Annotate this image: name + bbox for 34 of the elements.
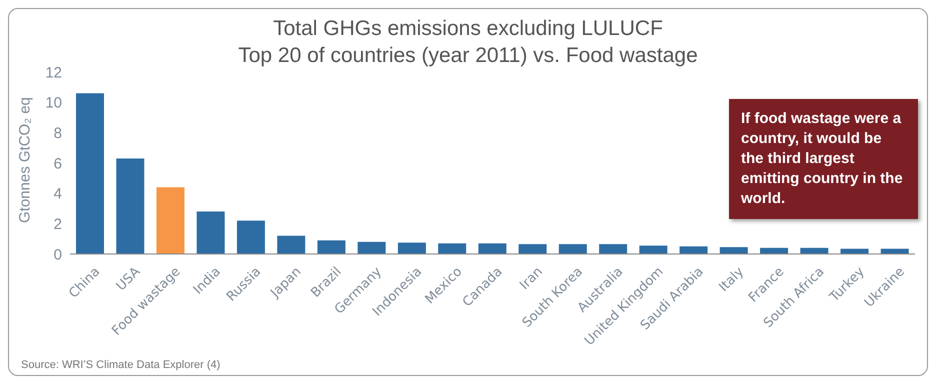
x-tick-label: Iran [517, 264, 546, 294]
chart-subtitle: Top 20 of countries (year 2011) vs. Food wastage [238, 44, 698, 67]
bar [317, 240, 346, 254]
bar [800, 248, 828, 254]
bar [518, 244, 547, 254]
bar [639, 246, 668, 254]
annotation: If food wastage were a country, it would be the third largest emitting country in the world. [741, 110, 903, 207]
y-tick-label: 6 [54, 155, 62, 172]
source-note: Source: WRI’S Climate Data Explorer (4) [21, 359, 220, 371]
bar [236, 220, 265, 254]
bar [478, 243, 506, 254]
y-tick-label: 4 [54, 186, 62, 203]
y-tick-label: 8 [54, 124, 62, 142]
bar [156, 187, 184, 254]
chart-title: Total GHGs emissions excluding LULUCF [272, 16, 664, 42]
bar [720, 247, 748, 254]
y-tick-label: 2 [54, 216, 62, 233]
y-tick-label: 10 [45, 94, 62, 112]
bar [680, 246, 708, 254]
bar [760, 248, 788, 254]
bar [358, 242, 386, 254]
bar [558, 244, 587, 254]
y-tick-label: 0 [54, 246, 62, 264]
bar [196, 212, 225, 254]
y-axis-title: Gtonnes GtCO₂ eq [16, 97, 34, 223]
bar [599, 244, 628, 254]
y-tick-label: 12 [45, 64, 62, 82]
bar [880, 248, 909, 254]
bar [277, 236, 306, 254]
bar [840, 248, 869, 254]
bar [438, 243, 466, 254]
bar [116, 158, 144, 254]
bar [398, 242, 426, 254]
bar [76, 93, 104, 254]
